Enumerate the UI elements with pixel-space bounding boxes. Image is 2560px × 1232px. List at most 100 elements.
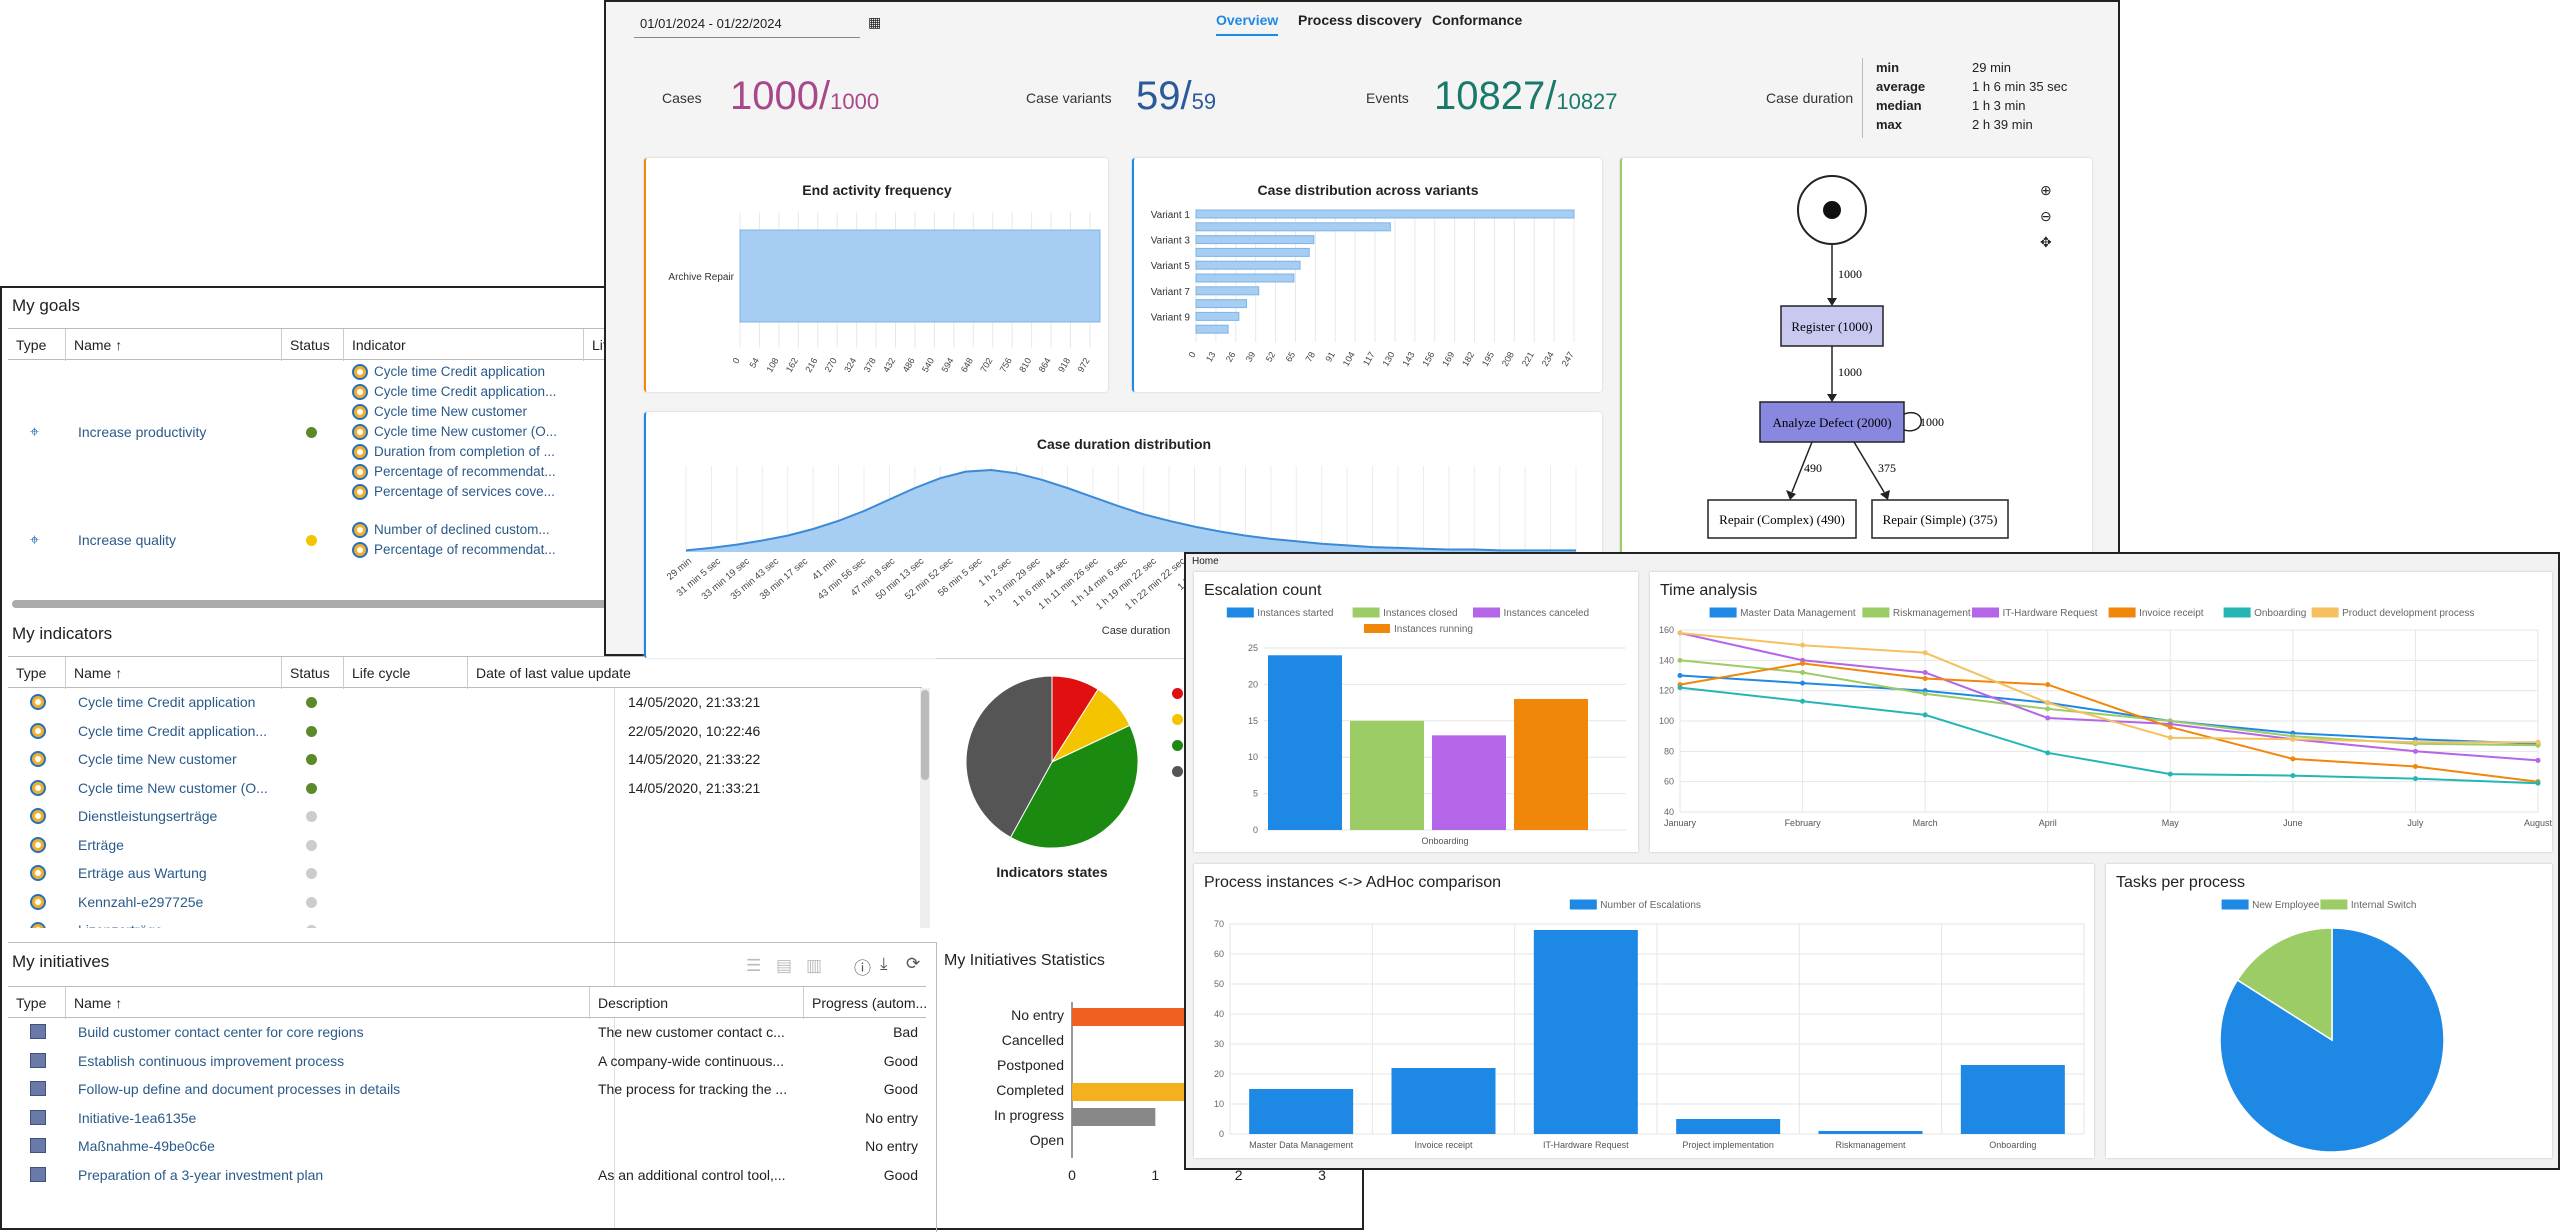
bar[interactable] [1195, 299, 1248, 309]
goal-indicator-item[interactable]: Number of declined custom... [352, 520, 550, 540]
legend-swatch[interactable] [2108, 607, 2136, 618]
goal-name[interactable]: Increase quality [78, 532, 177, 548]
goal-name[interactable]: Increase productivity [78, 424, 207, 440]
data-point[interactable] [1677, 685, 1683, 691]
bar[interactable] [1268, 655, 1342, 830]
legend-swatch[interactable] [2221, 899, 2249, 910]
bar[interactable] [1072, 1108, 1156, 1126]
legend-swatch[interactable] [1709, 607, 1737, 618]
bar[interactable] [1195, 311, 1240, 321]
data-point[interactable] [2045, 706, 2051, 712]
legend-swatch[interactable] [1569, 899, 1597, 910]
data-point[interactable] [2412, 739, 2418, 745]
legend-swatch[interactable] [2311, 607, 2339, 618]
initiative-name[interactable]: Maßnahme-49be0c6e [78, 1138, 215, 1154]
indicator-row[interactable]: Erträge [8, 831, 918, 859]
indicator-name[interactable]: Erträge aus Wartung [78, 865, 207, 881]
indicator-row[interactable]: Erträge aus Wartung [8, 859, 918, 887]
zoom-in-icon[interactable]: ⊕ [2040, 182, 2052, 198]
data-point[interactable] [1922, 650, 1928, 656]
data-point[interactable] [2167, 735, 2173, 741]
col-status[interactable]: Status [282, 657, 344, 689]
initiative-row[interactable]: Build customer contact center for core r… [8, 1018, 928, 1046]
indicators-scrollbar-track[interactable] [920, 688, 930, 928]
indicator-name[interactable]: Kennzahl-e297725e [78, 893, 204, 910]
import-icon[interactable]: ▥ [806, 956, 823, 975]
data-point[interactable] [1922, 691, 1928, 697]
col-status[interactable]: Status [282, 329, 344, 361]
bar[interactable] [1195, 260, 1301, 270]
bar[interactable] [1195, 324, 1229, 334]
data-point[interactable] [2290, 756, 2296, 762]
legend-swatch[interactable] [1862, 607, 1890, 618]
download-icon[interactable]: ⤓ [880, 954, 888, 973]
initiative-name[interactable]: Build customer contact center for core r… [78, 1024, 364, 1040]
legend-swatch[interactable] [1364, 624, 1390, 633]
indicator-name[interactable]: Erträge [78, 836, 124, 853]
data-point[interactable] [1922, 669, 1928, 675]
indicator-row[interactable]: Kennzahl-e297725e [8, 888, 918, 916]
data-point[interactable] [1677, 657, 1683, 663]
data-point[interactable] [1800, 680, 1806, 686]
indicator-name[interactable]: Dienstleistungserträge [78, 808, 218, 824]
goal-indicator-item[interactable]: Percentage of recommendat... [352, 462, 556, 482]
refresh-icon[interactable]: ⟳ [906, 954, 921, 973]
indicator-name[interactable]: Cycle time Credit application [78, 694, 256, 710]
data-point[interactable] [1677, 673, 1683, 678]
col-name[interactable]: Name ↑ [66, 329, 282, 361]
col-description[interactable]: Description [590, 987, 804, 1019]
data-point[interactable] [2290, 736, 2296, 742]
data-point[interactable] [1922, 676, 1928, 682]
bar[interactable] [1195, 209, 1575, 219]
indicator-name[interactable]: Cycle time New customer (O... [78, 779, 268, 796]
tab-conformance[interactable]: Conformance [1432, 12, 1523, 28]
indicator-row[interactable]: Cycle time Credit application... 22/05/20… [8, 717, 918, 745]
goal-indicator-item[interactable]: Duration from completion of ... [352, 442, 555, 462]
zoom-out-icon[interactable]: ⊖ [2040, 208, 2052, 224]
indicator-name[interactable]: Cycle time New customer [78, 751, 237, 767]
bar[interactable] [1514, 698, 1588, 830]
node-repair-complex[interactable] [1707, 499, 1857, 539]
tab-overview[interactable]: Overview [1216, 12, 1279, 36]
bar[interactable] [1195, 273, 1295, 283]
bar[interactable] [1391, 1068, 1496, 1134]
pie-slice[interactable] [2236, 927, 2333, 1042]
initiative-row[interactable]: Follow-up define and document processes … [8, 1075, 928, 1103]
data-point[interactable] [1800, 660, 1806, 666]
bar[interactable] [1195, 222, 1391, 232]
col-progress[interactable]: Progress (autom... [812, 995, 928, 1011]
col-name[interactable]: Name ↑ [66, 657, 282, 689]
bar[interactable] [1960, 1065, 2065, 1134]
breadcrumb[interactable]: Home [1192, 556, 1219, 567]
indicators-scrollbar-thumb[interactable] [921, 690, 929, 780]
col-type[interactable]: Type [8, 657, 66, 689]
goal-indicator-item[interactable]: Cycle time Credit application [352, 362, 545, 382]
series-line[interactable] [1679, 632, 2538, 744]
data-point[interactable] [2535, 757, 2541, 763]
goal-indicator-item[interactable]: Cycle time New customer (O... [352, 422, 557, 442]
data-point[interactable] [1677, 630, 1683, 636]
indicator-row[interactable]: Cycle time Credit application 14/05/2020,… [8, 688, 918, 716]
data-point[interactable] [1800, 669, 1806, 675]
initiative-name[interactable]: Follow-up define and document processes … [78, 1081, 401, 1097]
col-lifecycle[interactable]: Life cycle [344, 657, 468, 689]
data-point[interactable] [2290, 773, 2296, 779]
legend-swatch[interactable] [1226, 607, 1254, 618]
bar[interactable] [1432, 735, 1506, 830]
bar[interactable] [1195, 235, 1315, 245]
bar[interactable] [1818, 1131, 1923, 1134]
tab-process-discovery[interactable]: Process discovery [1298, 12, 1422, 28]
node-register[interactable] [1780, 305, 1884, 347]
data-point[interactable] [2045, 700, 2051, 706]
bar[interactable] [1533, 930, 1638, 1134]
data-point[interactable] [2412, 748, 2418, 754]
pie-slice-grey[interactable] [965, 675, 1053, 839]
initiative-row[interactable]: Maßnahme-49be0c6e No entry [8, 1132, 928, 1160]
initiative-row[interactable]: Initiative-1ea6135e No entry [8, 1104, 928, 1132]
bar[interactable] [1195, 247, 1310, 257]
pie-slice-green[interactable] [1009, 724, 1139, 849]
bar[interactable] [739, 229, 1101, 323]
indicator-row[interactable]: Cycle time New customer 14/05/2020, 21:33… [8, 745, 918, 773]
initiative-name[interactable]: Preparation of a 3-year investment plan [78, 1166, 324, 1183]
data-point[interactable] [2045, 750, 2051, 756]
